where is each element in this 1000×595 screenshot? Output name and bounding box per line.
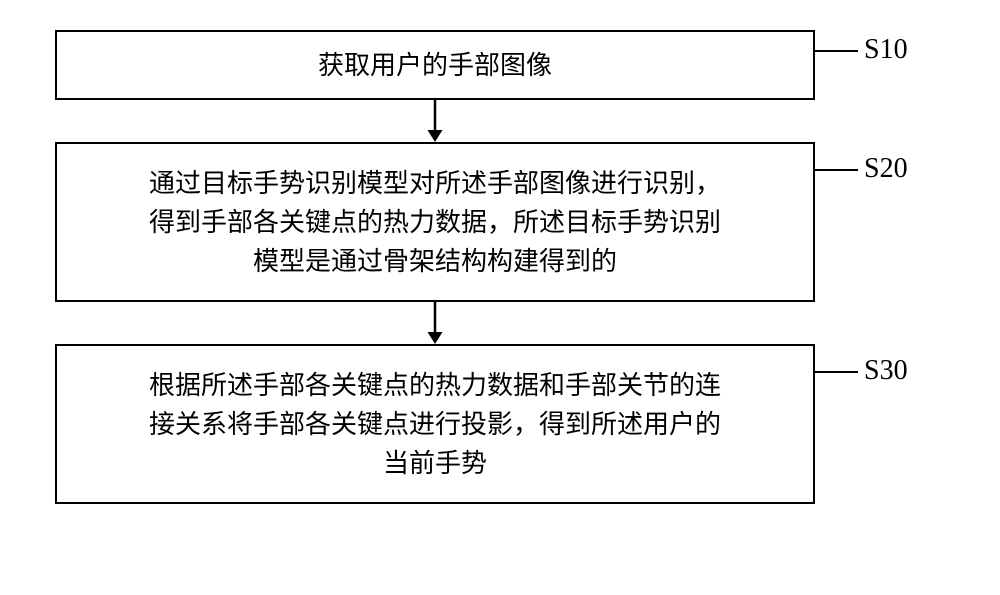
flow-node-text: 根据所述手部各关键点的热力数据和手部关节的连 接关系将手部各关键点进行投影，得到… [149,366,721,483]
flow-node-s10: 获取用户的手部图像S10 [55,30,815,100]
label-connector [813,169,858,171]
flow-node-label: S10 [864,34,908,66]
flow-node-label: S20 [864,153,908,185]
flow-node-text: 获取用户的手部图像 [318,46,552,85]
flow-node-label: S30 [864,355,908,387]
flow-node-s30: 根据所述手部各关键点的热力数据和手部关节的连 接关系将手部各关键点进行投影，得到… [55,344,815,504]
label-connector [813,371,858,373]
label-connector [813,50,858,52]
arrow-down-icon [415,302,455,344]
flow-edge [55,302,815,344]
flow-node-s20: 通过目标手势识别模型对所述手部图像进行识别， 得到手部各关键点的热力数据，所述目… [55,142,815,302]
flow-edge [55,100,815,142]
arrow-down-icon [415,100,455,142]
flow-node-text: 通过目标手势识别模型对所述手部图像进行识别， 得到手部各关键点的热力数据，所述目… [149,164,721,281]
